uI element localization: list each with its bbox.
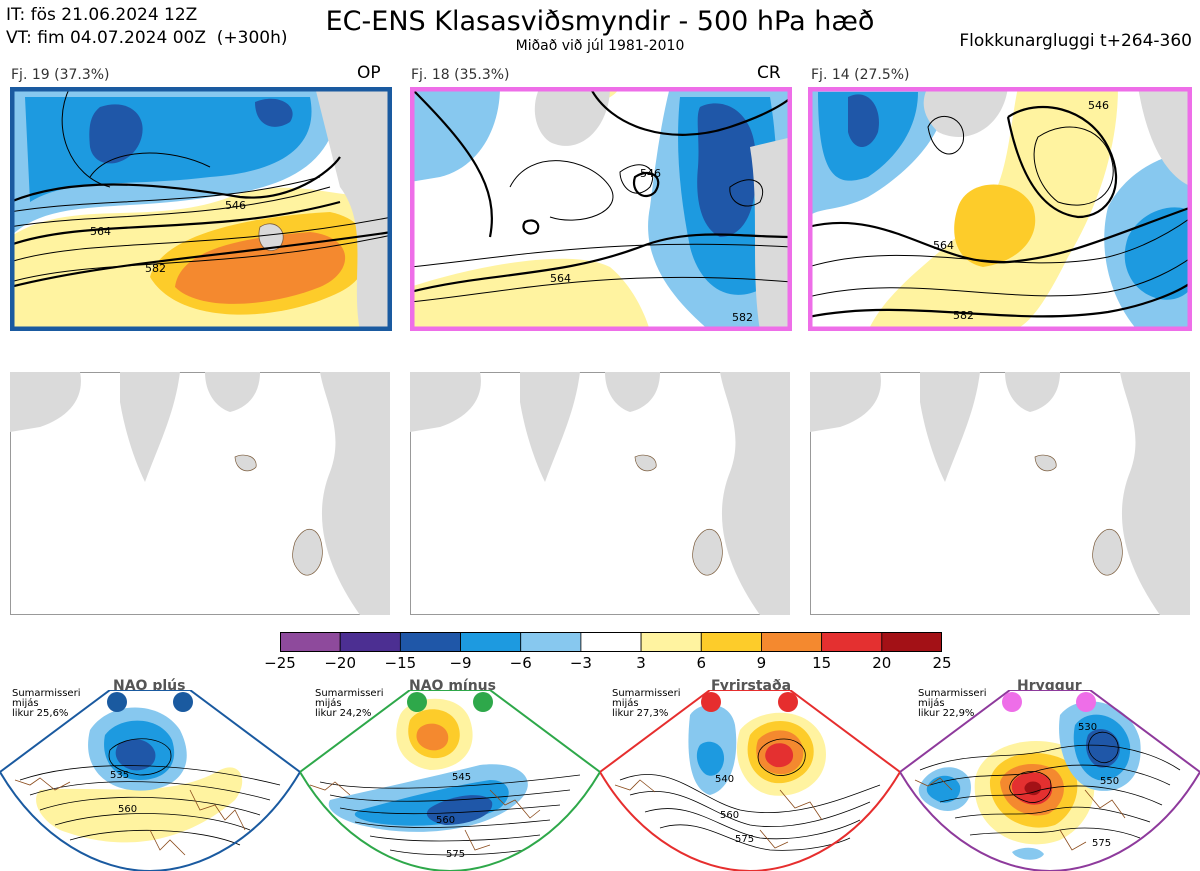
- regime-1-contour-560: 560: [118, 804, 137, 815]
- colorbar-tick: 9: [756, 654, 767, 672]
- cluster-3-contour-582: 582: [953, 309, 974, 322]
- empty-map-1: [10, 372, 390, 615]
- colorbar-tick: −15: [384, 654, 417, 672]
- colorbar-tick: 6: [696, 654, 707, 672]
- colorbar-cell: [821, 632, 883, 652]
- cluster-3-label: Fj. 14 (27.5%): [811, 67, 910, 83]
- colorbar-tick: 25: [932, 654, 952, 672]
- valid-time: VT: fim 04.07.2024 00Z (+300h): [6, 28, 288, 48]
- empty-map-3: [810, 372, 1190, 615]
- regime-3-markers: [701, 692, 798, 712]
- colorbar-tick: 3: [636, 654, 646, 672]
- colorbar: [280, 632, 942, 652]
- colorbar-cell: [520, 632, 582, 652]
- regime-4-note: Sumarmisseri mijás likur 22,9%: [918, 688, 987, 719]
- colorbar-cell: [399, 632, 461, 652]
- colorbar-tick: −9: [449, 654, 472, 672]
- regime-4-markers: [1002, 692, 1096, 712]
- cluster-2-contour-582: 582: [732, 311, 753, 324]
- cluster-2-tag: CR: [757, 63, 781, 83]
- colorbar-cell: [580, 632, 642, 652]
- regime-2-contour-560: 560: [436, 815, 455, 826]
- colorbar-cell: [881, 632, 942, 652]
- regime-1-markers: [107, 692, 193, 712]
- cluster-1-label: Fj. 19 (37.3%): [11, 67, 110, 83]
- regime-4-contour-550: 550: [1100, 776, 1119, 787]
- header-times: IT: fös 21.06.2024 12Z VT: fim 04.07.2024…: [6, 4, 288, 50]
- cluster-1-contour-582: 582: [145, 262, 166, 275]
- empty-map-2: [410, 372, 790, 615]
- cluster-2-map: 546 564 582: [410, 87, 792, 331]
- regime-2-contour-545: 545: [452, 772, 471, 783]
- cluster-3-contour-564: 564: [933, 239, 954, 252]
- regime-3-contour-575: 575: [735, 834, 754, 845]
- cluster-1-map: 546 564 582: [10, 87, 392, 331]
- regime-2-markers: [407, 692, 493, 712]
- page-subtitle: Miðað við júl 1981-2010: [515, 38, 685, 54]
- colorbar-cell: [280, 632, 341, 652]
- regime-2-map: 545 560 575: [300, 690, 600, 871]
- regime-4-contour-575: 575: [1092, 838, 1111, 849]
- colorbar-cell: [640, 632, 702, 652]
- colorbar-tick: −20: [324, 654, 356, 672]
- colorbar-cell: [700, 632, 762, 652]
- cluster-2-label: Fj. 18 (35.3%): [411, 67, 510, 83]
- regime-3-map: 540 560 575: [600, 690, 900, 871]
- cluster-1-tag: OP: [357, 63, 381, 83]
- cluster-1-contour-546: 546: [225, 199, 246, 212]
- cluster-3-map: 546 564 582: [808, 87, 1192, 331]
- init-time: IT: fös 21.06.2024 12Z: [6, 5, 198, 25]
- cluster-3-contour-546: 546: [1088, 99, 1109, 112]
- colorbar-tick: −25: [264, 654, 296, 672]
- regime-4-map: 530 550 575: [900, 690, 1200, 871]
- regime-2-note: Sumarmisseri mijás likur 24,2%: [315, 688, 384, 719]
- regime-1-note: Sumarmisseri mijás likur 25,6%: [12, 688, 81, 719]
- regime-3-note: Sumarmisseri mijás likur 27,3%: [612, 688, 681, 719]
- cluster-2-contour-546: 546: [640, 167, 661, 180]
- page-title: EC-ENS Klasasviðsmyndir - 500 hPa hæð: [325, 6, 875, 37]
- regime-2-contour-575: 575: [446, 849, 465, 860]
- colorbar-cell: [761, 632, 823, 652]
- colorbar-cell: [339, 632, 401, 652]
- classification-window: Flokkunargluggi t+264-360: [959, 31, 1192, 51]
- colorbar-tick: 15: [812, 654, 832, 672]
- regime-3-contour-540: 540: [715, 774, 734, 785]
- cluster-1-contour-564: 564: [90, 225, 111, 238]
- regime-1-contour-535: 535: [110, 770, 129, 781]
- regime-3-contour-560: 560: [720, 810, 739, 821]
- colorbar-tick: 20: [872, 654, 892, 672]
- colorbar-cell: [460, 632, 522, 652]
- colorbar-tick: −6: [509, 654, 532, 672]
- cluster-2-contour-564: 564: [550, 272, 571, 285]
- regime-4-contour-530: 530: [1078, 722, 1097, 733]
- colorbar-tick: −3: [569, 654, 592, 672]
- regime-1-map: 535 560: [0, 690, 300, 871]
